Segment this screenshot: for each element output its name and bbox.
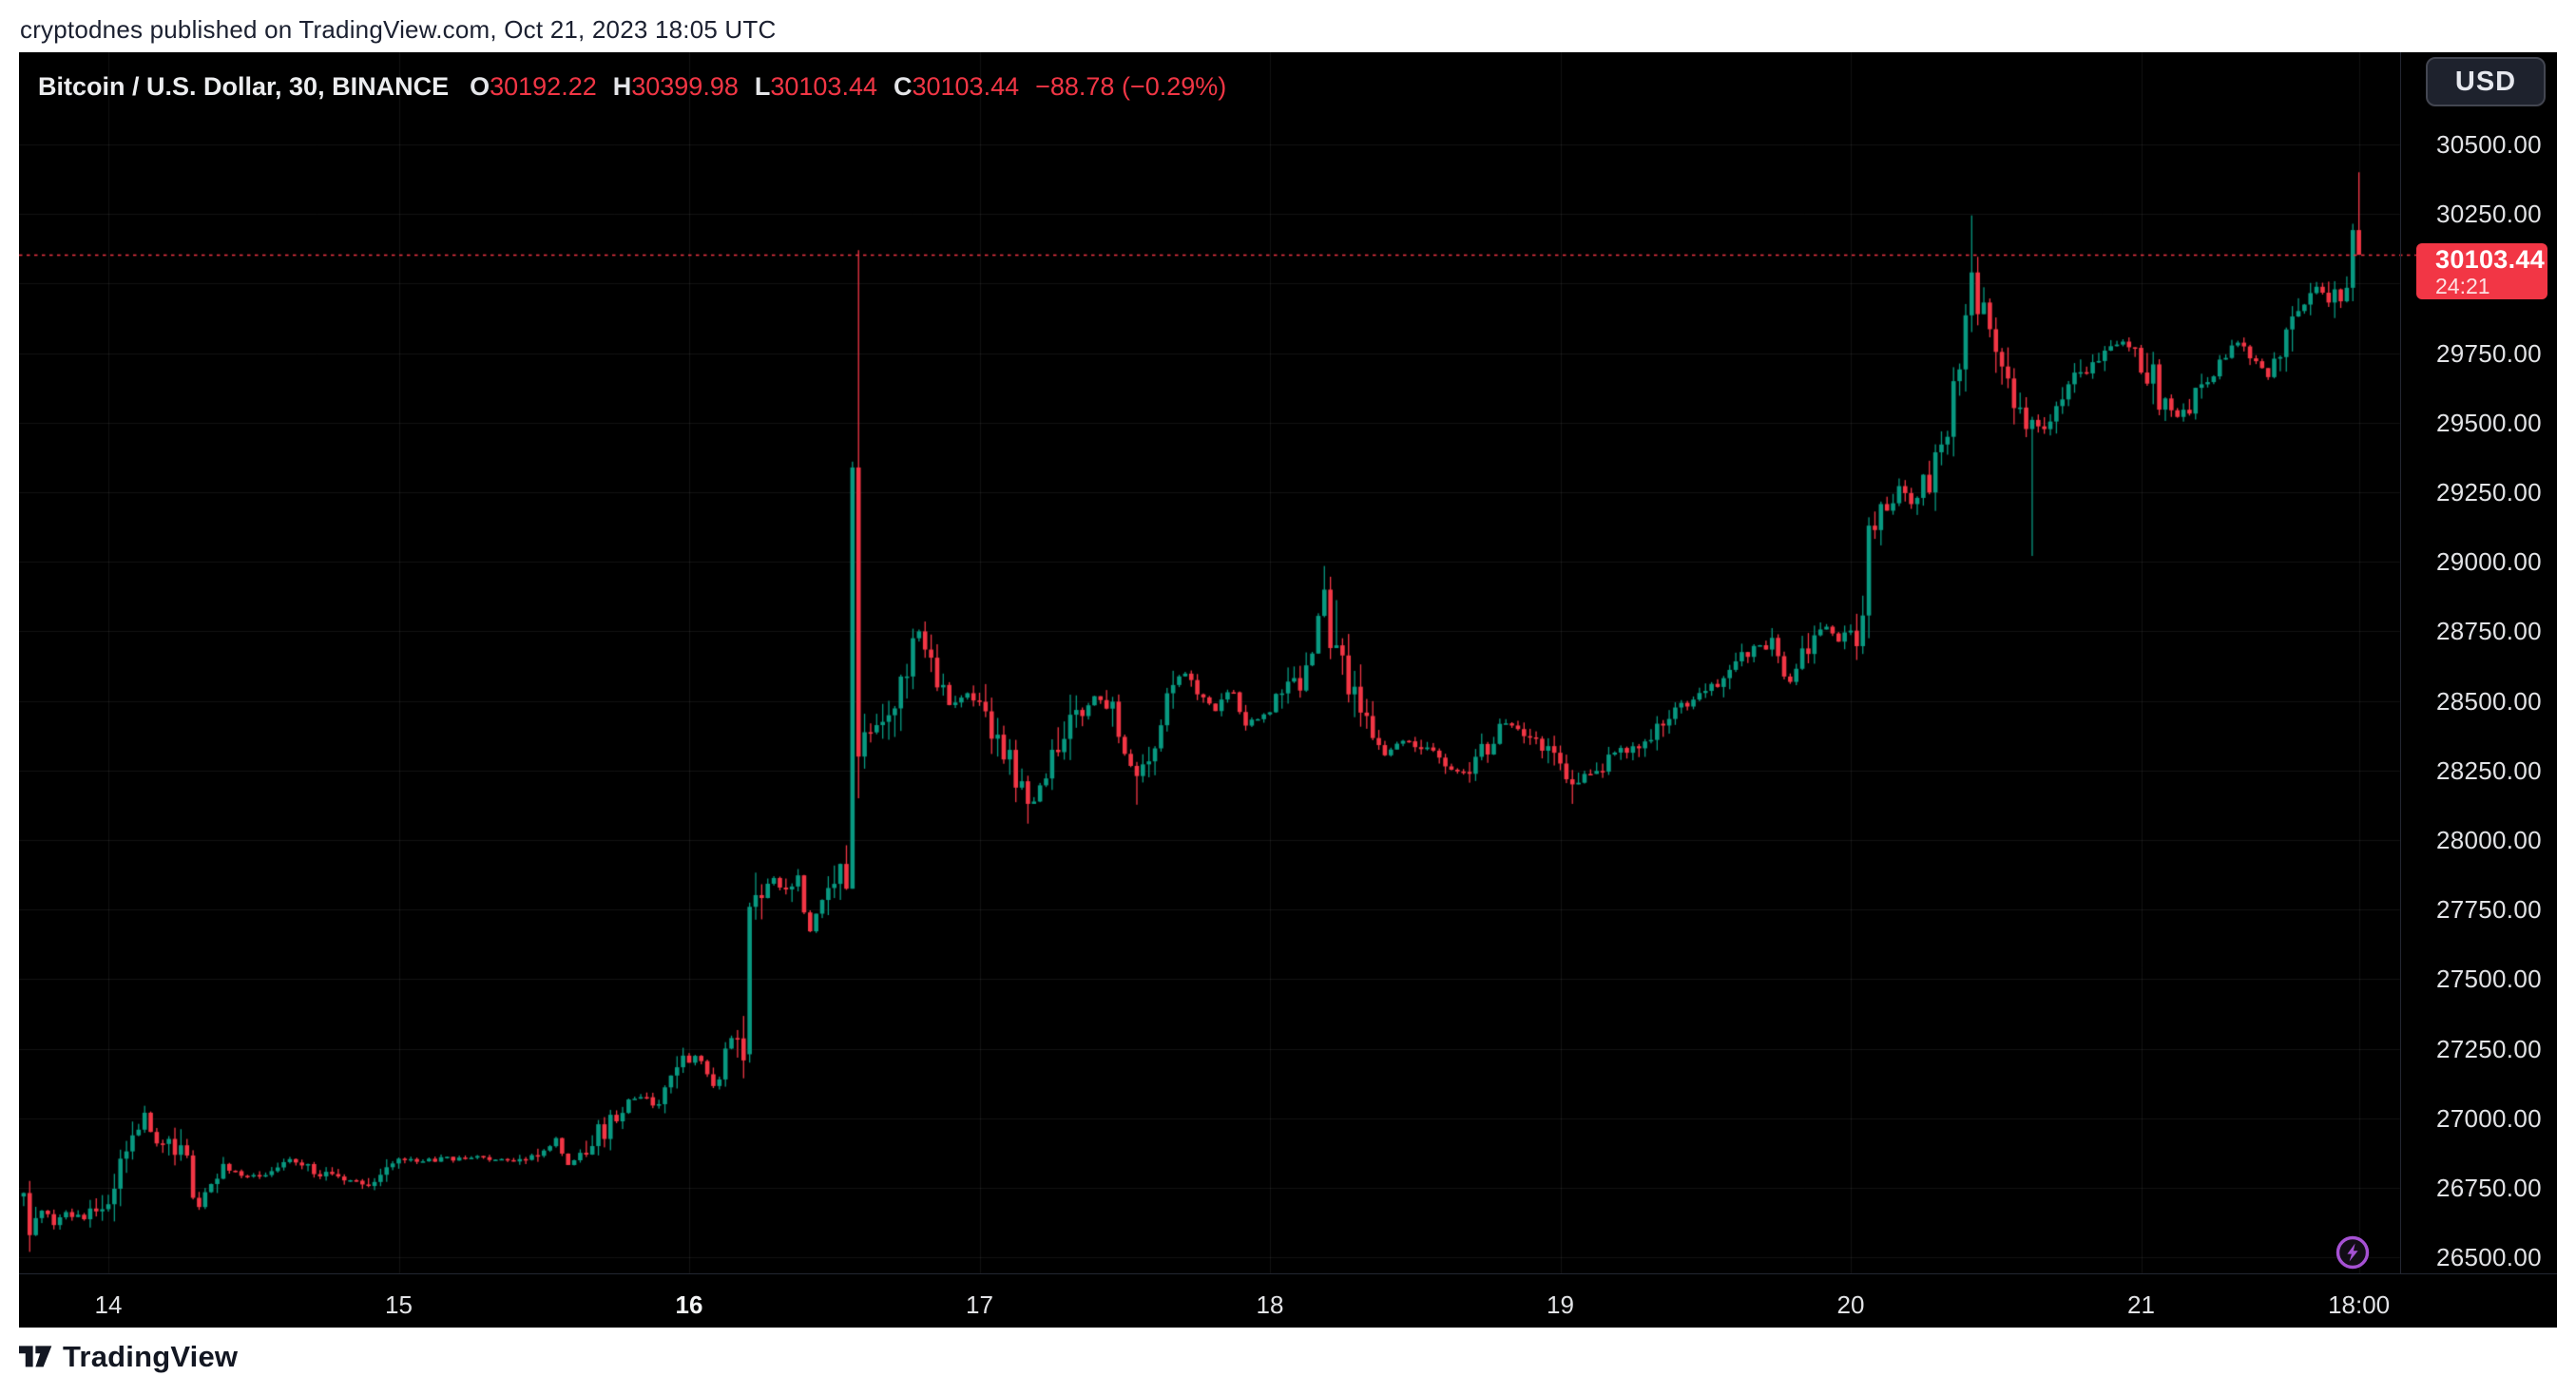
last-price-value: 30103.44 — [2435, 245, 2546, 274]
price-tick-label: 30500.00 — [2436, 130, 2542, 159]
currency-toggle-button[interactable]: USD — [2426, 57, 2546, 106]
time-scale[interactable]: 14 15 16 17 18 19 20 21 18:00 — [19, 1273, 2557, 1328]
time-tick-label: 21 — [2127, 1290, 2155, 1319]
price-tick-label: 28750.00 — [2436, 617, 2542, 646]
price-tick-label: 29000.00 — [2436, 547, 2542, 577]
price-tick-label: 28250.00 — [2436, 755, 2542, 785]
footer: TradingView — [19, 1340, 238, 1374]
price-tick-label: 27750.00 — [2436, 895, 2542, 925]
bar-countdown: 24:21 — [2435, 274, 2490, 298]
last-price-badge: 30103.44 24:21 — [2416, 243, 2547, 299]
price-tick-label: 29750.00 — [2436, 338, 2542, 368]
price-tick-label: 27000.00 — [2436, 1103, 2542, 1133]
boost-button[interactable] — [2335, 1234, 2371, 1271]
legend-low: L30103.44 — [754, 71, 877, 101]
legend-high: H30399.98 — [612, 71, 739, 101]
tradingview-logo-icon[interactable] — [19, 1346, 53, 1368]
time-tick-label: 16 — [675, 1290, 703, 1319]
time-tick-label: 19 — [1547, 1290, 1574, 1319]
price-tick-label: 28500.00 — [2436, 686, 2542, 716]
time-tick-label: 18 — [1256, 1290, 1284, 1319]
legend-open: O30192.22 — [470, 71, 597, 101]
time-tick-label: 15 — [385, 1290, 413, 1319]
symbol-title: Bitcoin / U.S. Dollar, 30, BINANCE — [38, 71, 450, 101]
price-tick-label: 26750.00 — [2436, 1174, 2542, 1202]
price-tick-label: 27500.00 — [2436, 965, 2542, 994]
time-tick-label: 20 — [1836, 1290, 1865, 1319]
price-tick-label: 29250.00 — [2436, 478, 2542, 506]
time-tick-label: 17 — [966, 1290, 993, 1319]
attribution-text: cryptodnes published on TradingView.com,… — [20, 15, 777, 44]
price-scale[interactable]: 30500.0030250.0030000.0029750.0029500.00… — [2400, 52, 2557, 1273]
price-tick-label: 26500.00 — [2436, 1243, 2542, 1272]
time-axis-border — [19, 1273, 2557, 1274]
candlestick-plot[interactable] — [19, 52, 2443, 1278]
time-tick-label: 14 — [94, 1290, 123, 1319]
price-tick-label: 30250.00 — [2436, 200, 2542, 229]
tradingview-logo-text[interactable]: TradingView — [63, 1340, 239, 1373]
legend-close: C30103.44 — [893, 71, 1020, 101]
price-tick-label: 28000.00 — [2436, 826, 2542, 854]
legend-change: −88.78 (−0.29%) — [1035, 71, 1227, 101]
symbol-legend: Bitcoin / U.S. Dollar, 30, BINANCE O3019… — [38, 71, 1226, 102]
lightning-icon — [2336, 1235, 2370, 1270]
chart-container: Bitcoin / U.S. Dollar, 30, BINANCE O3019… — [19, 52, 2557, 1328]
price-tick-label: 29500.00 — [2436, 408, 2542, 437]
price-tick-label: 27250.00 — [2436, 1034, 2542, 1063]
price-axis-border — [2400, 52, 2401, 1273]
time-tick-label: 18:00 — [2328, 1290, 2391, 1319]
